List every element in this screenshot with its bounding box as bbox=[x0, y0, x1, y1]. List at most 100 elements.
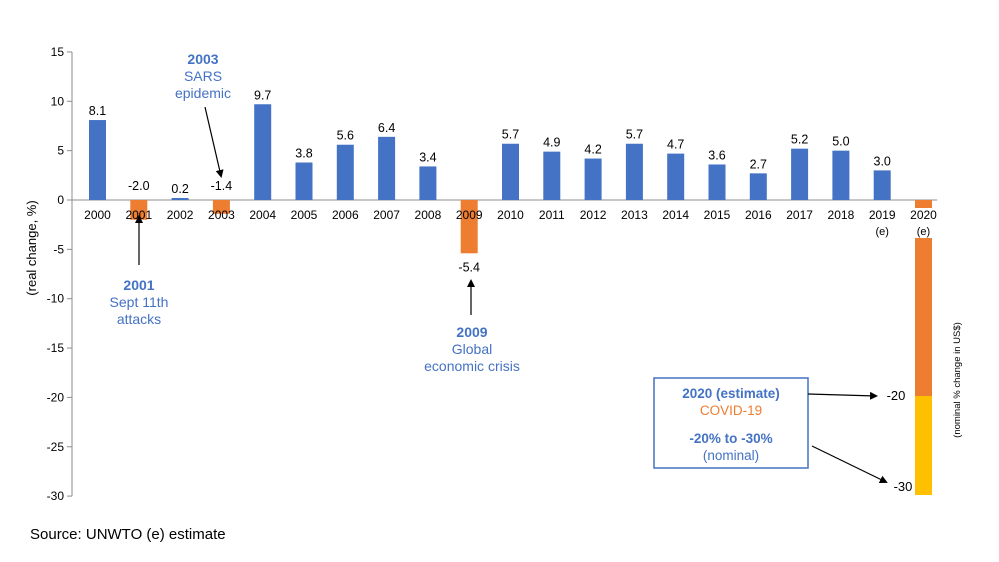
bar-2010 bbox=[502, 143, 519, 200]
covid-arrow-20 bbox=[807, 391, 878, 400]
annotation-2003: 2003 SARS epidemic bbox=[175, 51, 231, 178]
x-tick-label-2000: 2000 bbox=[84, 208, 111, 222]
x-tick-label-2007: 2007 bbox=[373, 208, 400, 222]
bar-2019 bbox=[873, 170, 891, 200]
nominal-label-30: -30 bbox=[894, 479, 913, 494]
data-label-2014: 4.7 bbox=[667, 138, 684, 152]
data-label-2018: 5.0 bbox=[832, 135, 849, 149]
x-tick-suffix-2020: (e) bbox=[917, 226, 930, 238]
covid-box-note: (nominal) bbox=[703, 448, 759, 463]
y-tick-label: 5 bbox=[57, 144, 64, 158]
bar-2012 bbox=[584, 158, 602, 200]
bar-2015 bbox=[708, 164, 726, 200]
bar-2007 bbox=[378, 136, 396, 200]
x-tick-label-2003: 2003 bbox=[208, 208, 235, 222]
data-label-2002: 0.2 bbox=[171, 182, 188, 196]
right-axis-label: (nominal % change in US$) bbox=[952, 322, 963, 438]
x-axis-labels: 2000 2001 2002 2003 2004 2005 2006 2007 2008 2009… bbox=[84, 208, 937, 238]
bar-2002 bbox=[171, 198, 189, 200]
y-tick-label: -5 bbox=[53, 242, 64, 256]
data-label-2017: 5.2 bbox=[791, 133, 808, 147]
data-label-2003: -1.4 bbox=[211, 179, 233, 193]
x-tick-label-2018: 2018 bbox=[828, 208, 855, 222]
x-tick-label-2014: 2014 bbox=[662, 208, 689, 222]
annotation-2009-line2: economic crisis bbox=[424, 358, 520, 374]
bar-2004 bbox=[254, 104, 272, 200]
x-tick-label-2006: 2006 bbox=[332, 208, 359, 222]
bar-2003 bbox=[212, 200, 230, 214]
annotation-2009-year: 2009 bbox=[456, 324, 487, 340]
data-label-2011: 4.9 bbox=[543, 136, 560, 150]
x-tick-suffix-2019: (e) bbox=[875, 226, 888, 238]
bar-2006 bbox=[336, 144, 354, 200]
bars bbox=[89, 104, 932, 254]
nominal-bar-lower bbox=[915, 396, 932, 495]
annotation-2001-line1: Sept 11th bbox=[110, 294, 169, 310]
annotation-2003-year: 2003 bbox=[187, 51, 218, 67]
x-tick-label-2020: 2020 bbox=[910, 208, 937, 222]
data-label-2004: 9.7 bbox=[254, 88, 271, 102]
bar-2000 bbox=[89, 120, 106, 200]
annotation-2001: 2001 Sept 11th attacks bbox=[110, 215, 169, 327]
data-label-2015: 3.6 bbox=[708, 148, 725, 162]
x-tick-label-2019: 2019 bbox=[869, 208, 896, 222]
nominal-2020-bar: -20 -30 bbox=[887, 238, 932, 495]
y-tick-label: -20 bbox=[47, 390, 65, 404]
y-tick-label: 10 bbox=[51, 94, 65, 108]
data-label-2008: 3.4 bbox=[419, 150, 436, 164]
source-note: Source: UNWTO (e) estimate bbox=[30, 526, 226, 543]
x-tick-label-2004: 2004 bbox=[249, 208, 276, 222]
x-tick-label-2010: 2010 bbox=[497, 208, 524, 222]
y-tick-label: 0 bbox=[57, 193, 64, 207]
data-label-2009: -5.4 bbox=[458, 260, 480, 274]
x-tick-label-2017: 2017 bbox=[786, 208, 813, 222]
y-axis-title: (real change, %) bbox=[24, 200, 39, 295]
x-tick-label-2009: 2009 bbox=[456, 208, 483, 222]
annotation-2001-line2: attacks bbox=[117, 311, 161, 327]
data-label-2016: 2.7 bbox=[750, 157, 767, 171]
nominal-label-20: -20 bbox=[887, 388, 906, 403]
bar-2009 bbox=[460, 200, 478, 254]
data-label-2013: 5.7 bbox=[626, 128, 643, 142]
annotation-2003-arrow bbox=[204, 106, 224, 178]
annotation-2003-line2: epidemic bbox=[175, 85, 231, 101]
bar-2018 bbox=[832, 150, 850, 200]
covid-arrow-30 bbox=[811, 445, 888, 483]
bar-2001 bbox=[130, 200, 148, 220]
data-label-2001: -2.0 bbox=[128, 179, 150, 193]
bar-2011 bbox=[543, 151, 561, 200]
x-tick-label-2011: 2011 bbox=[539, 208, 565, 222]
bar-2016 bbox=[749, 173, 767, 200]
data-label-2005: 3.8 bbox=[295, 146, 312, 160]
x-tick-label-2016: 2016 bbox=[745, 208, 772, 222]
annotation-2009: 2009 Global economic crisis bbox=[424, 279, 520, 374]
data-label-2010: 5.7 bbox=[502, 128, 519, 142]
x-tick-label-2013: 2013 bbox=[621, 208, 648, 222]
x-tick-label-2008: 2008 bbox=[415, 208, 442, 222]
annotation-2001-year: 2001 bbox=[123, 277, 154, 293]
y-tick-label: -25 bbox=[47, 440, 65, 454]
bar-2017 bbox=[791, 148, 809, 200]
covid-box-frame bbox=[653, 377, 809, 469]
x-tick-label-2002: 2002 bbox=[167, 208, 194, 222]
data-labels: 8.1 -2.0 0.2 -1.4 9.7 3.8 5.6 6.4 3.4 -5.4 5.7 4.9 4… bbox=[89, 88, 891, 274]
y-tick-label: -10 bbox=[47, 292, 65, 306]
y-tick-label: -15 bbox=[47, 341, 65, 355]
x-tick-label-2012: 2012 bbox=[580, 208, 607, 222]
data-label-2019: 3.0 bbox=[874, 154, 891, 168]
data-label-2007: 6.4 bbox=[378, 121, 395, 135]
x-tick-label-2005: 2005 bbox=[291, 208, 318, 222]
y-tick-label: -30 bbox=[47, 489, 65, 503]
covid-box-range: -20% to -30% bbox=[689, 431, 772, 446]
covid-box-subtitle: COVID-19 bbox=[700, 403, 762, 418]
bar-2020 bbox=[915, 200, 932, 208]
data-label-2012: 4.2 bbox=[584, 143, 601, 157]
bar-2005 bbox=[295, 162, 313, 200]
covid-estimate-box: 2020 (estimate) COVID-19 -20% to -30% (n… bbox=[653, 377, 888, 483]
covid-box-title: 2020 (estimate) bbox=[682, 386, 780, 401]
data-label-2006: 5.6 bbox=[337, 129, 354, 143]
nominal-bar-upper bbox=[915, 238, 932, 396]
bar-2014 bbox=[667, 153, 685, 200]
y-tick-label: 15 bbox=[51, 45, 65, 59]
